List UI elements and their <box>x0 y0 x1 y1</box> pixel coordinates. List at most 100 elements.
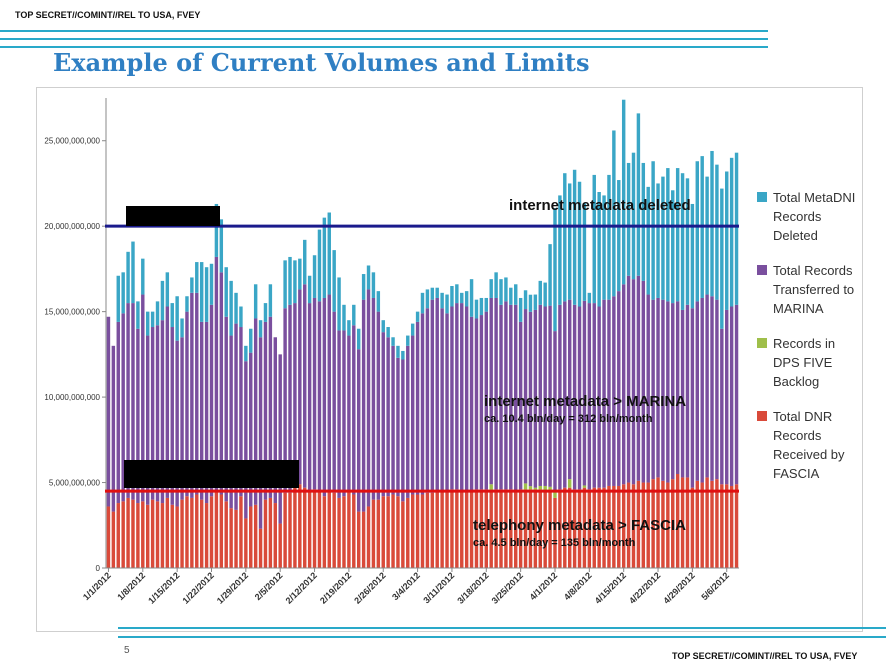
bar-segment <box>180 337 184 500</box>
bar-segment <box>646 186 650 295</box>
bar-segment <box>219 494 224 568</box>
bar-segment <box>258 528 263 568</box>
bar-segment <box>553 208 557 332</box>
bar-segment <box>327 294 331 492</box>
bar-segment <box>700 482 704 568</box>
bar-segment <box>617 485 621 568</box>
bar-segment <box>680 173 685 310</box>
bar-segment <box>430 492 435 568</box>
x-tick-label: 2/19/2012 <box>318 570 353 605</box>
bar-segment <box>489 279 493 298</box>
bar-segment <box>356 349 361 512</box>
bar-segment <box>150 499 155 568</box>
bar-segment <box>410 335 415 495</box>
bar-segment <box>420 494 425 568</box>
bar-segment <box>460 491 464 568</box>
bar-segment <box>577 181 582 307</box>
bar-segment <box>602 299 606 488</box>
bar-segment <box>680 309 685 478</box>
bar-segment <box>533 487 538 490</box>
y-tick-label: 0 <box>96 564 101 573</box>
bar-segment <box>675 301 680 474</box>
bar-segment <box>283 260 287 309</box>
bar-segment <box>494 272 498 298</box>
bar-segment <box>141 258 145 295</box>
bar-segment <box>538 280 542 305</box>
bar-segment <box>567 479 572 488</box>
bar-segment <box>204 503 209 568</box>
bar-segment <box>307 303 312 492</box>
bar-segment <box>690 308 695 488</box>
bar-segment <box>170 303 174 328</box>
bar-segment <box>597 487 601 568</box>
bar-segment <box>464 291 469 307</box>
annotation-fascia-rate: ca. 4.5 bln/day = 135 bln/month <box>473 537 636 549</box>
x-tick-label: 1/15/2012 <box>146 570 181 605</box>
x-tick-label: 2/5/2012 <box>253 570 285 602</box>
bar-segment <box>450 306 454 490</box>
bar-segment <box>729 485 734 568</box>
bar-segment <box>214 491 219 568</box>
bar-segment <box>376 311 381 500</box>
bar-segment <box>332 311 336 493</box>
bar-segment <box>366 289 371 507</box>
legend-swatch-fascia <box>757 411 767 421</box>
x-tick-label: 5/6/2012 <box>699 570 731 602</box>
bar-segment <box>621 99 626 285</box>
bar-segment <box>612 296 616 486</box>
bar-segment <box>116 503 120 568</box>
bar-segment <box>361 299 366 512</box>
bar-segment <box>509 489 513 568</box>
bar-segment <box>352 325 356 495</box>
bar-segment <box>150 311 155 328</box>
bar-segment <box>685 477 690 568</box>
bar-segment <box>332 492 336 568</box>
bar-segment <box>445 313 449 492</box>
bar-segment <box>391 345 395 495</box>
x-tick-label: 4/29/2012 <box>661 570 696 605</box>
bar-segment <box>479 315 484 490</box>
bar-segment <box>307 275 312 304</box>
bar-segment <box>386 327 390 338</box>
bar-segment <box>479 489 484 568</box>
footer-rule-1 <box>118 627 886 629</box>
bar-segment <box>185 311 189 497</box>
bar-segment <box>636 275 641 481</box>
bar-segment <box>283 308 287 493</box>
bar-segment <box>136 328 140 504</box>
x-tick-label: 3/18/2012 <box>455 570 490 605</box>
footer-classification: TOP SECRET//COMINT//REL TO USA, FVEY <box>672 651 858 661</box>
bar-segment <box>352 304 356 326</box>
bar-segment <box>621 284 626 485</box>
bar-segment <box>715 479 719 568</box>
bar-segment <box>376 499 381 568</box>
bar-segment <box>607 174 611 300</box>
bar-segment <box>445 491 449 568</box>
bar-segment <box>455 284 459 304</box>
bar-segment <box>415 321 420 495</box>
bar-segment <box>160 280 165 321</box>
bar-segment <box>381 320 385 333</box>
bar-segment <box>489 297 493 485</box>
bar-segment <box>278 354 282 524</box>
bar-segment <box>675 474 680 568</box>
x-tick-label: 4/8/2012 <box>562 570 594 602</box>
x-tick-label: 4/22/2012 <box>627 570 662 605</box>
bar-segment <box>347 335 351 492</box>
redaction-block-bottom <box>124 460 299 488</box>
bar-segment <box>195 262 199 293</box>
bar-segment <box>317 229 322 302</box>
x-tick-label: 1/8/2012 <box>115 570 147 602</box>
bar-segment <box>288 304 292 493</box>
bar-segment <box>460 292 464 304</box>
bar-segment <box>572 304 577 490</box>
bar-segment <box>700 297 704 483</box>
bar-segment <box>145 335 150 505</box>
bar-segment <box>617 291 621 486</box>
bar-segment <box>514 304 518 492</box>
bar-segment <box>141 501 145 568</box>
bar-segment <box>430 299 435 493</box>
bar-segment <box>165 497 170 568</box>
bar-segment <box>720 484 724 568</box>
bar-segment <box>641 162 646 281</box>
